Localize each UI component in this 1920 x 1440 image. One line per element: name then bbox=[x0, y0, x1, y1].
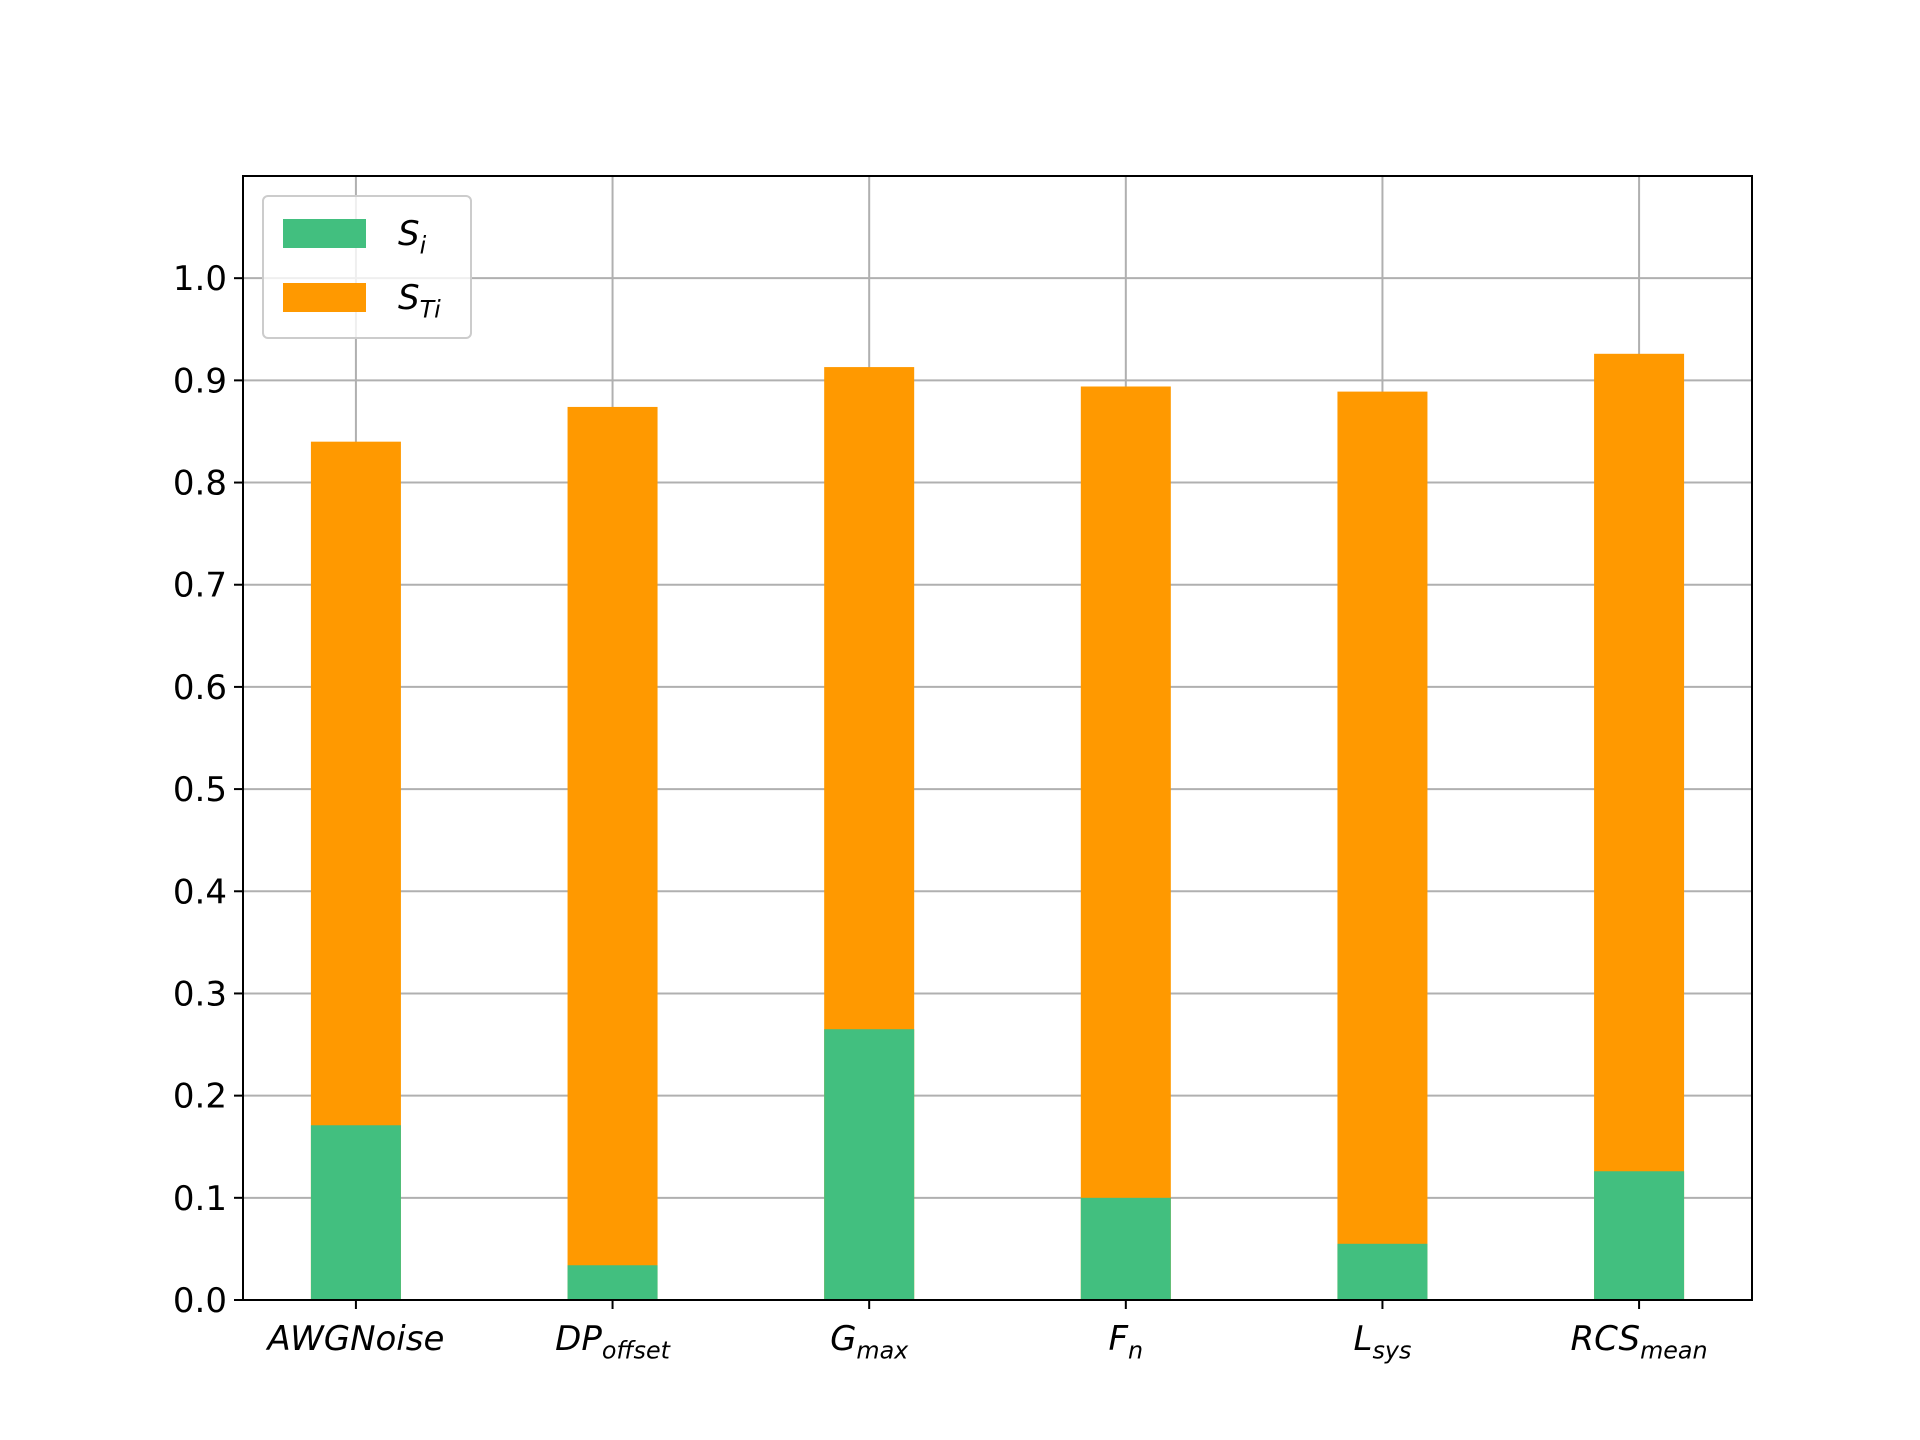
y-tick-label: 0.0 bbox=[173, 1281, 227, 1321]
x-tick-label: RCSmean bbox=[1571, 1319, 1708, 1365]
bar bbox=[567, 1265, 658, 1300]
legend-swatch bbox=[283, 283, 366, 312]
y-tick-label: 1.0 bbox=[173, 259, 227, 299]
x-tick-label: Fn bbox=[1108, 1319, 1143, 1365]
subscript: sys bbox=[1372, 1337, 1411, 1365]
subscript: n bbox=[1128, 1337, 1143, 1365]
bar bbox=[1337, 391, 1428, 1300]
subscript: Ti bbox=[420, 296, 442, 324]
y-tick-label: 0.9 bbox=[173, 361, 227, 401]
x-tick-label: Lsys bbox=[1354, 1319, 1412, 1365]
bar bbox=[1594, 1171, 1685, 1300]
plot-frame bbox=[242, 175, 1753, 1301]
label-text: S bbox=[398, 278, 420, 318]
legend-swatch bbox=[283, 219, 366, 248]
y-tick-label: 0.8 bbox=[173, 464, 227, 504]
y-tick-label: 0.4 bbox=[173, 872, 227, 912]
bar bbox=[1337, 1243, 1428, 1300]
subscript: mean bbox=[1640, 1337, 1708, 1365]
subscript: i bbox=[420, 232, 427, 260]
label-text: S bbox=[398, 214, 420, 254]
label-text: G bbox=[830, 1319, 856, 1359]
label-text: DP bbox=[555, 1319, 602, 1359]
legend-label: STi bbox=[398, 278, 441, 324]
y-tick-label: 0.3 bbox=[173, 974, 227, 1014]
bar bbox=[824, 1029, 915, 1300]
legend-label: Si bbox=[398, 214, 427, 260]
label-text: RCS bbox=[1571, 1319, 1641, 1359]
label-text: AWGNoise bbox=[265, 1319, 444, 1359]
bar bbox=[310, 1125, 401, 1300]
bar bbox=[567, 406, 658, 1300]
x-tick-label: Gmax bbox=[830, 1319, 909, 1365]
y-tick-label: 0.7 bbox=[173, 566, 227, 606]
bar bbox=[1080, 1197, 1171, 1300]
y-tick-label: 0.2 bbox=[173, 1077, 227, 1117]
x-tick-label: DPoffset bbox=[555, 1319, 671, 1365]
bar bbox=[1594, 353, 1685, 1300]
label-text: F bbox=[1108, 1319, 1128, 1359]
bar bbox=[1080, 386, 1171, 1301]
subscript: offset bbox=[602, 1337, 672, 1365]
y-tick-label: 0.6 bbox=[173, 668, 227, 708]
y-tick-label: 0.1 bbox=[173, 1179, 227, 1219]
x-tick-label: AWGNoise bbox=[265, 1319, 444, 1359]
subscript: max bbox=[856, 1337, 909, 1365]
y-tick-label: 0.5 bbox=[173, 770, 227, 810]
label-text: L bbox=[1354, 1319, 1373, 1359]
